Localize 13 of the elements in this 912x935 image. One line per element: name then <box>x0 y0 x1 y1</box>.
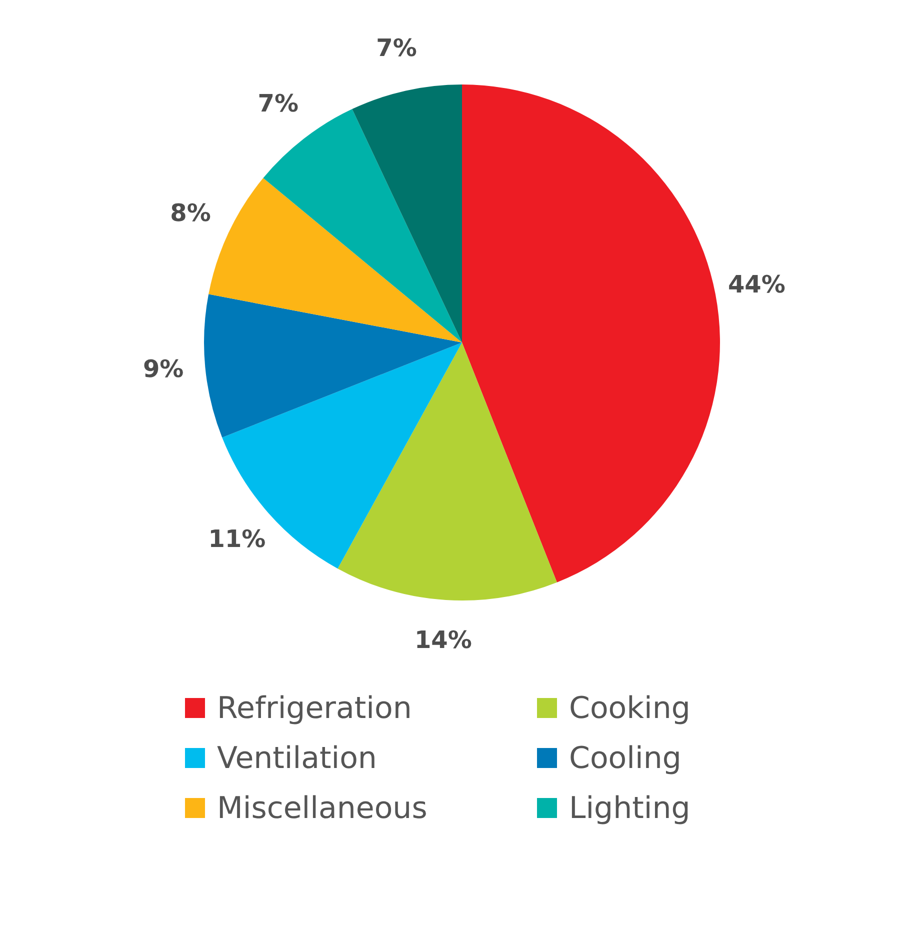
data-label: 44% <box>728 270 786 299</box>
data-label: 14% <box>414 626 472 654</box>
legend-label: Ventilation <box>217 740 377 776</box>
legend-label: Miscellaneous <box>217 790 428 826</box>
data-label: 8% <box>170 199 211 227</box>
data-label: 7% <box>258 90 299 118</box>
data-label: 7% <box>376 34 417 62</box>
legend-label: Cooking <box>569 690 690 726</box>
data-label: 9% <box>142 354 184 383</box>
legend-label: Lighting <box>569 790 690 826</box>
legend-label: Cooling <box>569 740 682 776</box>
data-label: 11% <box>208 525 266 554</box>
legend-label: Refrigeration <box>217 690 412 726</box>
